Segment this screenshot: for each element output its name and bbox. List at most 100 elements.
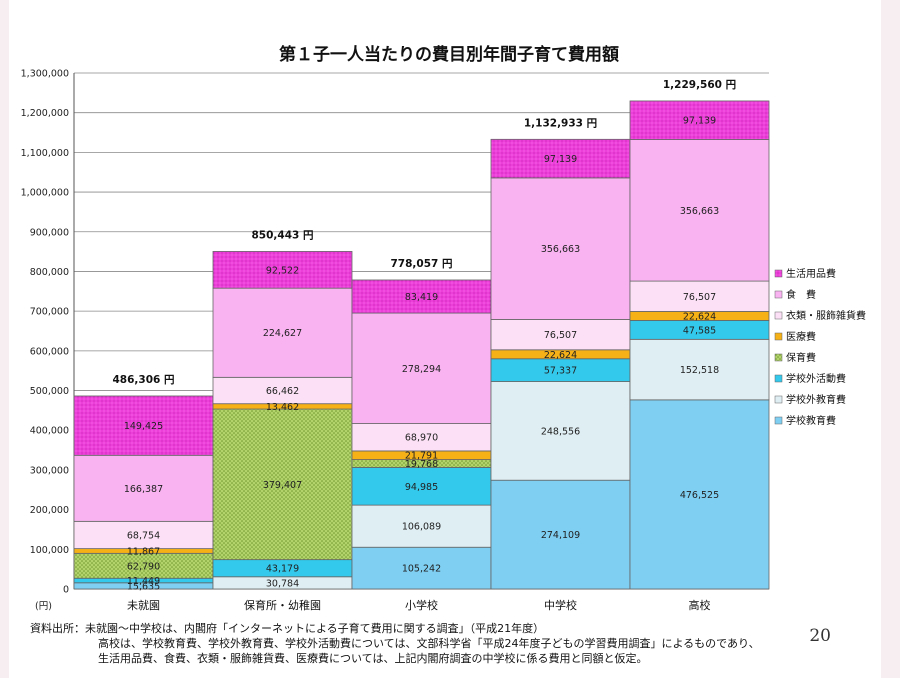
bar-segment	[629, 139, 770, 282]
data-label: 11,449	[127, 576, 160, 587]
bar-segment	[212, 376, 353, 405]
y-tick-label: 900,000	[30, 227, 69, 238]
data-label: 94,985	[405, 482, 438, 493]
data-label: 476,525	[680, 490, 719, 501]
data-label: 13,462	[266, 402, 299, 413]
bar-segment	[629, 338, 770, 401]
data-label: 57,337	[544, 366, 577, 377]
data-label: 62,790	[127, 561, 160, 572]
x-category-label: 保育所・幼稚園	[244, 598, 321, 612]
data-label: 83,419	[405, 292, 438, 303]
y-tick-label: 1,300,000	[21, 69, 69, 80]
total-label: 850,443 円	[252, 229, 314, 241]
data-label: 106,089	[402, 522, 441, 533]
x-category-label: 中学校	[544, 598, 577, 612]
bar-segment	[629, 280, 770, 312]
source-line-3: 生活用品費、食費、衣類・服飾雑貨費、医療費については、上記内閣府調査の中学校に係…	[98, 652, 648, 665]
legend-label: 生活用品費	[786, 267, 836, 280]
legend-swatch	[774, 311, 783, 320]
legend-label: 学校教育費	[786, 414, 836, 427]
y-tick-label: 800,000	[30, 267, 69, 278]
data-label: 76,507	[683, 292, 716, 303]
bar-segment	[212, 287, 353, 378]
y-tick-label: 1,000,000	[21, 188, 69, 199]
legend-swatch	[774, 395, 783, 404]
bar-segment	[351, 546, 492, 590]
y-tick-label: 600,000	[30, 346, 69, 357]
data-label: 356,663	[680, 206, 719, 217]
y-tick-label: 200,000	[30, 505, 69, 516]
stacked-bar-chart: 0 100,000 200,000 300,000 400,000 500,000 600,…	[21, 44, 866, 612]
bar-segment	[351, 504, 492, 548]
total-label: 778,057 円	[391, 258, 453, 270]
data-label: 15,635	[127, 581, 160, 592]
data-label: 278,294	[402, 364, 441, 375]
bar-segment	[490, 177, 631, 320]
y-tick-label: 100,000	[30, 545, 69, 556]
source-line-1: 資料出所：未就園～中学校は、内閣府「インターネットによる子育て費用に関する調査」…	[30, 622, 545, 635]
legend-swatch	[774, 290, 783, 299]
data-label: 274,109	[541, 530, 580, 541]
data-label: 97,139	[683, 116, 716, 127]
data-label: 76,507	[544, 330, 577, 341]
bar-segment	[351, 312, 492, 424]
total-label: 486,306 円	[113, 374, 175, 386]
x-category-label: 小学校	[405, 598, 438, 612]
data-label: 92,522	[266, 265, 299, 276]
data-label: 19,768	[405, 459, 438, 470]
data-label: 356,663	[541, 244, 580, 255]
legend-swatch	[774, 374, 783, 383]
bar-segment	[351, 467, 492, 506]
data-label: 248,556	[541, 426, 580, 437]
legend-swatch	[774, 332, 783, 341]
y-unit-label: (円)	[35, 601, 52, 612]
data-label: 66,462	[266, 386, 299, 397]
y-tick-label: 0	[63, 585, 69, 596]
bar-segment	[629, 399, 770, 590]
data-label: 224,627	[263, 328, 302, 339]
bar-segment	[490, 138, 631, 179]
y-tick-label: 500,000	[30, 386, 69, 397]
data-label: 21,791	[405, 451, 438, 462]
legend-label: 学校外教育費	[786, 393, 846, 406]
data-label: 105,242	[402, 564, 441, 575]
bar-segment	[73, 395, 214, 456]
bar-segment	[73, 454, 214, 522]
legend-label: 衣類・服飾雑貨費	[786, 309, 866, 322]
y-tick-label: 400,000	[30, 426, 69, 437]
data-label: 22,624	[683, 311, 716, 322]
data-label: 30,784	[266, 578, 299, 589]
x-category-label: 未就園	[127, 598, 160, 612]
page-number: 20	[809, 626, 831, 646]
source-line-2: 高校は、学校教育費、学校外教育費、学校外活動費については、文部科学省「平成24年…	[98, 637, 760, 650]
legend-label: 学校外活動費	[786, 372, 846, 385]
y-tick-label: 1,100,000	[21, 148, 69, 159]
data-label: 379,407	[263, 480, 302, 491]
legend-swatch	[774, 353, 783, 362]
bar-segment	[212, 408, 353, 561]
legend-label: 医療費	[786, 330, 816, 343]
legend-label: 食 費	[786, 288, 816, 301]
data-label: 11,867	[127, 546, 160, 557]
legend-swatch	[774, 269, 783, 278]
data-label: 152,518	[680, 365, 719, 376]
y-tick-label: 1,200,000	[21, 108, 69, 119]
data-label: 166,387	[124, 484, 163, 495]
data-label: 47,585	[683, 325, 716, 336]
data-label: 43,179	[266, 564, 299, 575]
legend-label: 保育費	[786, 351, 816, 364]
bar-segment	[490, 479, 631, 590]
data-label: 68,970	[405, 433, 438, 444]
legend-swatch	[774, 416, 783, 425]
bar-segment	[212, 251, 353, 289]
total-label: 1,132,933 円	[524, 117, 597, 129]
data-label: 149,425	[124, 421, 163, 432]
x-category-label: 高校	[689, 598, 711, 612]
total-label: 1,229,560 円	[663, 79, 736, 91]
bar-segment	[629, 100, 770, 140]
slide: 0 100,000 200,000 300,000 400,000 500,000 600,…	[9, 0, 881, 678]
data-label: 22,624	[544, 350, 577, 361]
data-label: 68,754	[127, 530, 160, 541]
chart-title: 第１子一人当たりの費目別年間子育て費用額	[279, 44, 619, 65]
y-tick-label: 700,000	[30, 307, 69, 318]
